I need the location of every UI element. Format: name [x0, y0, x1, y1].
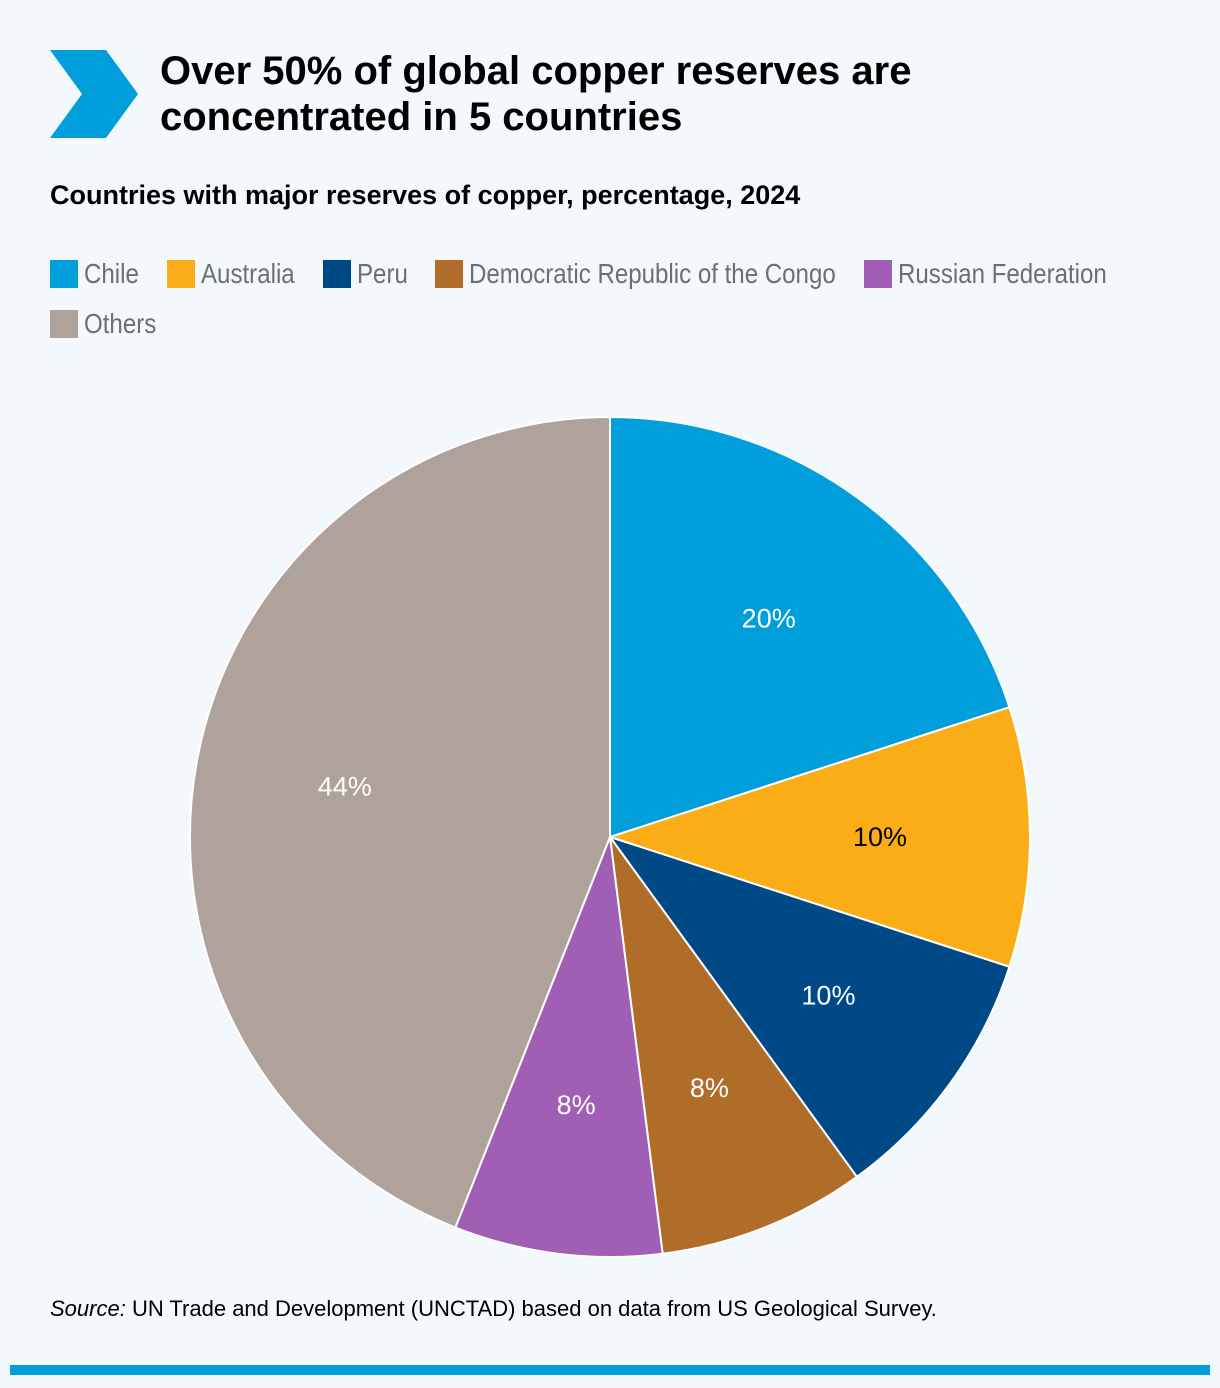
legend-swatch	[166, 260, 195, 288]
legend-item: Peru	[322, 258, 416, 290]
legend-swatch	[435, 260, 464, 288]
data-label: 44%	[318, 771, 372, 801]
legend-item: Russian Federation	[864, 258, 1141, 290]
title-line-1: Over 50% of global copper reserves are	[160, 49, 912, 93]
source-note: Source: UN Trade and Development (UNCTAD…	[50, 1296, 937, 1322]
pie-slice-democratic-republic-of-the-congo	[609, 836, 859, 1255]
legend-item: Others	[50, 308, 168, 340]
legend-label: Others	[84, 308, 157, 339]
chevron-icon	[50, 50, 138, 138]
pie-slice-chile	[609, 415, 1011, 839]
chart-subtitle: Countries with major reserves of copper,…	[50, 180, 801, 210]
data-label: 10%	[801, 981, 855, 1011]
data-label: 8%	[557, 1090, 596, 1120]
pie-slice-russian-federation	[454, 836, 664, 1258]
chart-legend: Chile Australia Peru Democratic Republic of…	[50, 258, 1170, 340]
data-label: 8%	[690, 1073, 729, 1103]
legend-label: Australia	[200, 258, 295, 289]
legend-swatch	[50, 260, 78, 288]
source-text: UN Trade and Development (UNCTAD) based …	[125, 1296, 937, 1321]
source-label: Source:	[50, 1296, 126, 1321]
pie-slice-others	[189, 415, 611, 1229]
legend-swatch	[864, 260, 893, 288]
page-title: Over 50% of global copper reserves are c…	[160, 48, 1160, 140]
legend-label: Chile	[84, 258, 139, 289]
title-line-2: concentrated in 5 countries	[160, 95, 683, 139]
data-label: 10%	[853, 822, 907, 852]
legend-label: Democratic Republic of the Congo	[469, 258, 837, 289]
pie-slice-australia	[606, 705, 1031, 969]
data-label: 20%	[742, 604, 796, 634]
pie-chart: 20% 10% 10% 8% 8% 44%	[189, 415, 1031, 1258]
legend-label: Russian Federation	[898, 258, 1108, 289]
bottom-accent-bar	[10, 1365, 1210, 1375]
legend-swatch	[322, 260, 351, 288]
legend-item: Democratic Republic of the Congo	[435, 258, 895, 290]
legend-item: Australia	[166, 258, 310, 290]
legend-item: Chile	[50, 258, 148, 290]
legend-label: Peru	[356, 258, 408, 289]
legend-swatch	[50, 310, 78, 338]
pie-slice-peru	[607, 835, 1011, 1179]
